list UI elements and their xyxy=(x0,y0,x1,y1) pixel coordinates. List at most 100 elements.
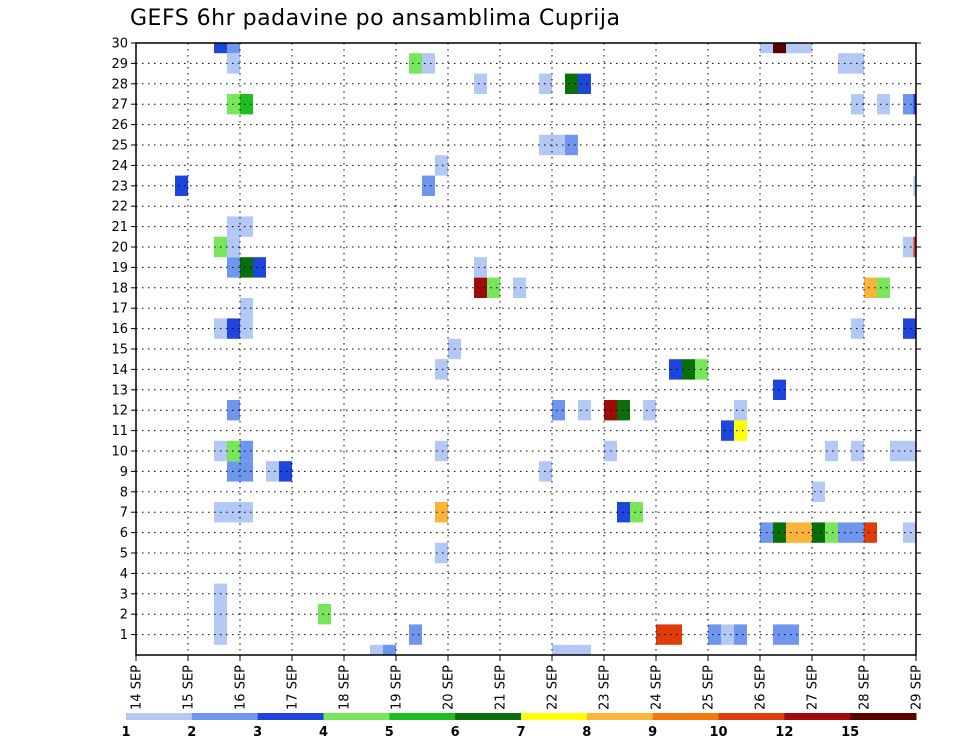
x-tick-label: 22 SEP xyxy=(546,665,561,710)
heatmap-cell xyxy=(422,175,435,196)
heatmap-cell xyxy=(435,359,448,380)
heatmap-cell xyxy=(474,257,487,278)
heatmap-cell xyxy=(435,502,448,523)
x-tick-label-group: 17 SEP xyxy=(286,665,301,710)
heatmap-cell xyxy=(825,522,838,543)
x-tick-label-group: 23 SEP xyxy=(598,665,613,710)
heatmap-cell xyxy=(913,236,916,258)
heatmap-cell xyxy=(903,236,916,258)
heatmap-cell xyxy=(435,542,448,564)
y-tick-label: 5 xyxy=(120,547,128,562)
colorbar-label: 2 xyxy=(187,725,196,740)
x-tick-label-group: 19 SEP xyxy=(390,665,405,710)
heatmap-cell xyxy=(175,175,188,196)
heatmap-cell xyxy=(734,420,747,441)
colorbar-swatch xyxy=(652,713,719,720)
y-tick-label: 12 xyxy=(111,404,128,419)
y-tick-label: 23 xyxy=(111,179,128,194)
heatmap-cell xyxy=(409,53,422,74)
colorbar-swatch xyxy=(126,713,193,720)
x-tick-label-group: 27 SEP xyxy=(806,665,821,710)
heatmap-cell xyxy=(565,73,578,94)
x-tick-label: 17 SEP xyxy=(286,665,301,710)
y-tick-label: 11 xyxy=(111,424,128,439)
y-tick-label: 22 xyxy=(111,200,128,215)
heatmap-cell xyxy=(786,624,799,645)
heatmap-cell xyxy=(799,522,812,543)
heatmap-cell xyxy=(435,440,448,462)
x-tick-label: 27 SEP xyxy=(806,665,821,710)
colorbar-label: 4 xyxy=(319,725,328,740)
heatmap-cell xyxy=(643,400,656,421)
heatmap-cell xyxy=(786,522,799,543)
y-tick-label: 6 xyxy=(120,526,128,541)
y-tick-label: 18 xyxy=(111,281,128,296)
y-tick-label: 7 xyxy=(120,506,128,521)
x-tick-label-group: 28 SEP xyxy=(858,665,873,710)
heatmap-cell xyxy=(903,440,916,462)
y-tick-label: 20 xyxy=(111,241,128,256)
y-tick-label: 25 xyxy=(111,139,128,154)
heatmap-cell xyxy=(227,43,240,54)
heatmap-cell xyxy=(903,522,916,543)
heatmap-cell xyxy=(786,43,799,54)
colorbar-swatch xyxy=(455,713,522,720)
heatmap-cell xyxy=(578,400,591,421)
x-tick-label-group: 21 SEP xyxy=(494,665,509,710)
x-tick-label-group: 20 SEP xyxy=(442,665,457,710)
heatmap-cell xyxy=(318,604,331,625)
heatmap-cell xyxy=(435,155,448,176)
colorbar-label: 3 xyxy=(253,725,262,740)
x-tick-label: 19 SEP xyxy=(390,665,405,710)
y-tick-label: 9 xyxy=(120,465,128,480)
x-tick-label: 20 SEP xyxy=(442,665,457,710)
x-tick-label-group: 22 SEP xyxy=(546,665,561,710)
heatmap-cell xyxy=(734,624,747,645)
y-tick-label: 24 xyxy=(111,159,128,174)
colorbar-label: 5 xyxy=(385,725,394,740)
grid-layer xyxy=(136,43,916,655)
y-tick-label: 14 xyxy=(111,363,128,378)
y-tick-label: 30 xyxy=(111,37,128,52)
chart-title: GEFS 6hr padavine po ansamblima Cuprija xyxy=(130,6,621,31)
x-tick-label: 25 SEP xyxy=(702,665,717,710)
y-axis: 1234567891011121314151617181920212223242… xyxy=(111,37,921,643)
heatmap-cell xyxy=(474,73,487,94)
y-tick-label: 21 xyxy=(111,220,128,235)
heatmap-cell xyxy=(565,134,578,156)
colorbar: 1 2 3 4 5 6 7 8 9 10 12 15 xyxy=(121,713,917,740)
y-tick-label: 13 xyxy=(111,383,128,398)
colorbar-label: 1 xyxy=(121,725,130,740)
x-tick-label: 18 SEP xyxy=(338,665,353,710)
colorbar-swatch xyxy=(718,713,785,720)
colorbar-label: 15 xyxy=(841,725,859,740)
x-tick-label: 24 SEP xyxy=(650,665,665,710)
colorbar-label: 6 xyxy=(451,725,460,740)
colorbar-swatch xyxy=(257,713,324,720)
x-tick-label: 29 SEP xyxy=(910,665,925,710)
heatmap-cell xyxy=(578,644,591,655)
x-axis: 14 SEP 15 SEP 16 SEP 17 SEP 18 SEP 19 SEP 20 S… xyxy=(130,655,925,710)
colorbar-swatch xyxy=(191,713,259,720)
x-tick-label-group: 18 SEP xyxy=(338,665,353,710)
heatmap-cell xyxy=(877,277,890,298)
heatmap-cell xyxy=(721,624,734,645)
y-tick-label: 10 xyxy=(111,445,128,460)
heatmap-cell xyxy=(266,461,279,482)
heatmap-cell xyxy=(552,400,565,421)
heatmap-cell xyxy=(409,624,422,645)
colorbar-label: 9 xyxy=(648,725,657,740)
heatmap-cell xyxy=(799,43,812,54)
x-tick-label-group: 14 SEP xyxy=(130,665,145,710)
heatmap-cell xyxy=(864,277,877,298)
y-tick-label: 27 xyxy=(111,98,128,113)
colorbar-swatch xyxy=(784,713,851,720)
heatmap-cell xyxy=(240,461,253,482)
x-tick-label: 23 SEP xyxy=(598,665,613,710)
heatmap-cell xyxy=(669,624,682,645)
y-tick-label: 1 xyxy=(120,628,128,643)
x-tick-label-group: 24 SEP xyxy=(650,665,665,710)
x-tick-label: 21 SEP xyxy=(494,665,509,710)
heatmap-cell xyxy=(721,420,734,441)
